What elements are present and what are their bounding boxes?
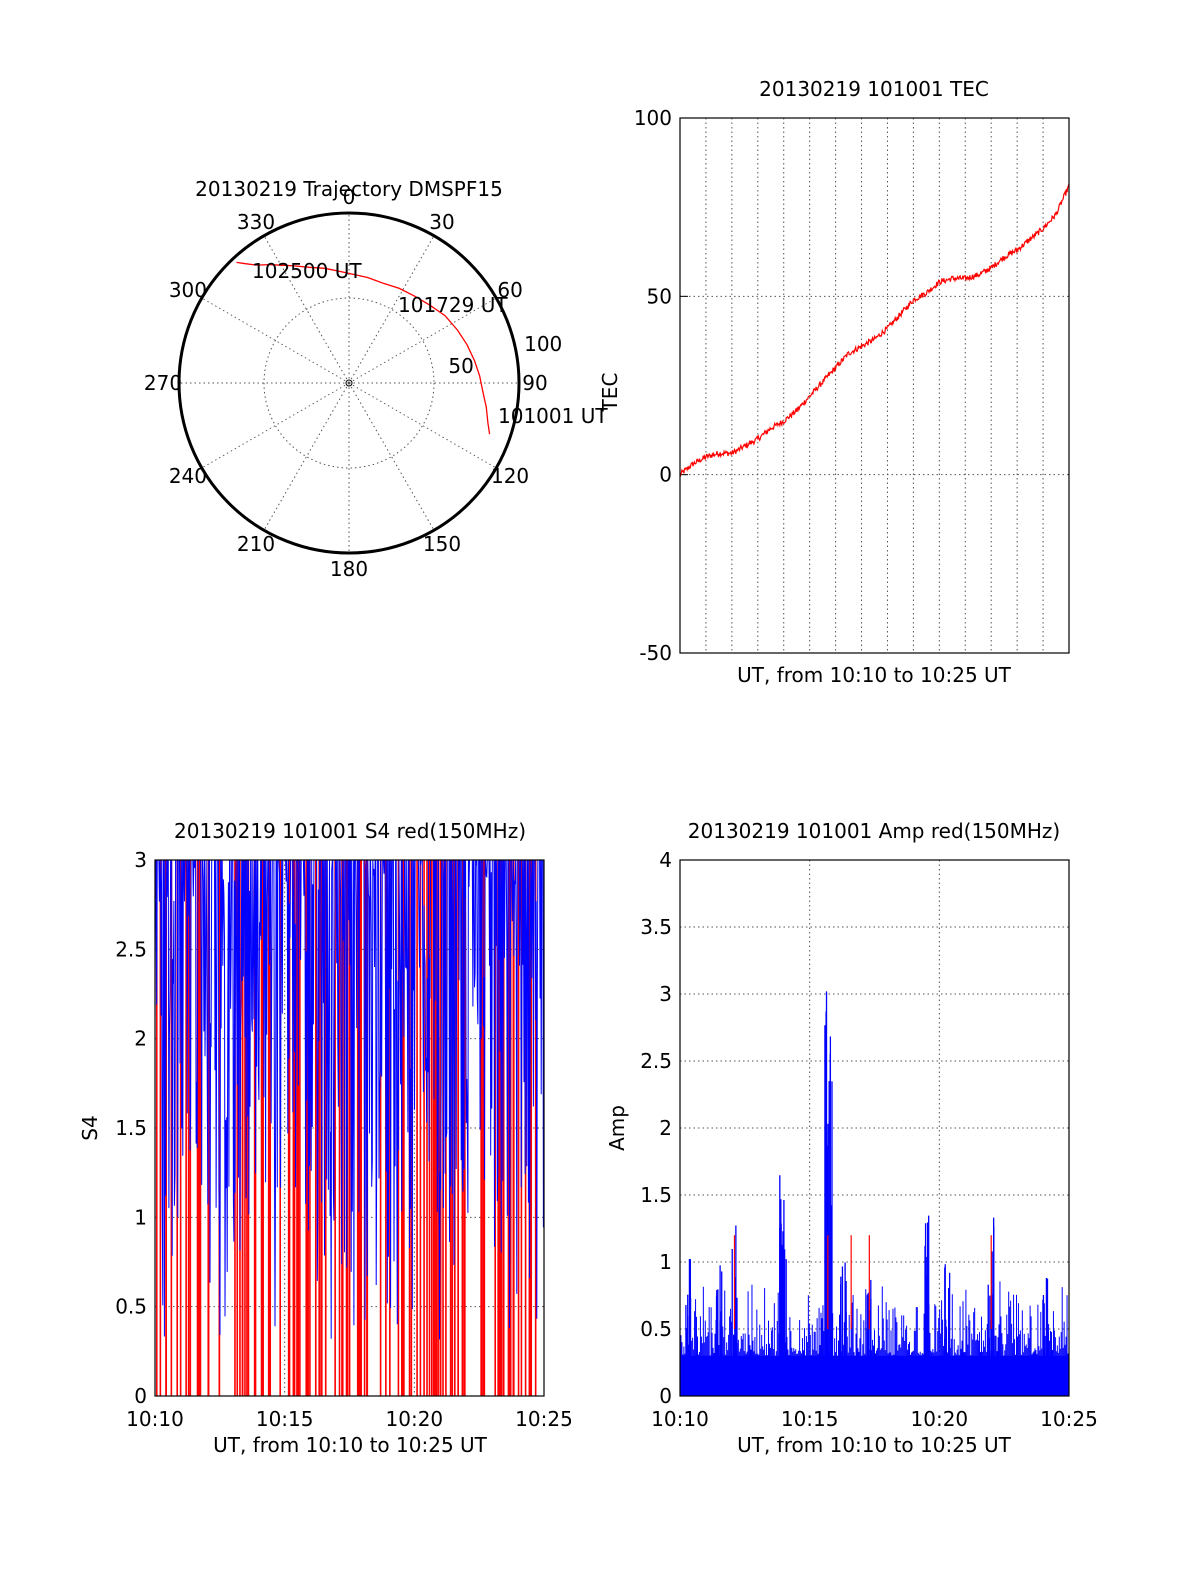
s4-ytick-3: 3 xyxy=(134,848,147,872)
s4-xtick-1010: 10:10 xyxy=(126,1407,184,1431)
azimuth-label-150: 150 xyxy=(423,532,461,556)
annotation-start-time: 101001 UT xyxy=(498,404,608,428)
azimuth-label-60: 60 xyxy=(497,278,522,302)
tec-title: 20130219 101001 TEC xyxy=(759,77,989,101)
amp-xtick-1010: 10:10 xyxy=(651,1407,709,1431)
azimuth-label-300: 300 xyxy=(169,278,207,302)
annotation-end-time: 102500 UT xyxy=(252,259,362,283)
polar-spoke xyxy=(263,235,350,384)
polar-radius-labels: 50 100 xyxy=(448,332,562,378)
amp-frame xyxy=(679,859,1070,1397)
amp-x-label: UT, from 10:10 to 10:25 UT xyxy=(737,1433,1012,1457)
amp-xtick-1015: 10:15 xyxy=(781,1407,839,1431)
s4-ytick-1: 1 xyxy=(134,1205,147,1229)
polar-spoke xyxy=(201,297,350,384)
azimuth-label-240: 240 xyxy=(169,464,207,488)
trajectory-title: 20130219 Trajectory DMSPF15 xyxy=(195,177,503,201)
amp-y-label: Amp xyxy=(605,1105,629,1151)
amp-ytick-1.5: 1.5 xyxy=(640,1183,672,1207)
polar-spoke xyxy=(263,382,350,531)
azimuth-label-270: 270 xyxy=(144,371,182,395)
amp-ytick-2: 2 xyxy=(659,1116,672,1140)
azimuth-label-330: 330 xyxy=(237,210,275,234)
s4-x-label: UT, from 10:10 to 10:25 UT xyxy=(213,1433,488,1457)
s4-xtick-1020: 10:20 xyxy=(386,1407,444,1431)
s4-plot: 20130219 101001 S4 red(150MHz) 3 2.5 2 1.5 1… xyxy=(78,819,573,1457)
s4-x-ticks: 10:10 10:15 10:20 10:25 xyxy=(126,1407,573,1431)
amp-ytick-3: 3 xyxy=(659,982,672,1006)
tec-x-label: UT, from 10:10 to 10:25 UT xyxy=(737,663,1012,687)
polar-ring-50 xyxy=(263,297,435,469)
s4-ytick-0.5: 0.5 xyxy=(115,1295,147,1319)
azimuth-label-180: 180 xyxy=(330,557,368,581)
tec-grid xyxy=(680,118,1069,653)
tec-ytick-0: 0 xyxy=(659,463,672,487)
polar-grid xyxy=(177,211,521,555)
amp-ytick-0.5: 0.5 xyxy=(640,1317,672,1341)
s4-xtick-1015: 10:15 xyxy=(256,1407,314,1431)
s4-xtick-1025: 10:25 xyxy=(515,1407,573,1431)
azimuth-label-210: 210 xyxy=(237,532,275,556)
tec-ytick-100: 100 xyxy=(634,106,672,130)
tec-line-path xyxy=(679,183,1070,477)
amp-y-ticks: 4 3.5 3 2.5 2 1.5 1 0.5 0 xyxy=(640,848,672,1408)
polar-azimuth-labels: 0 30 60 90 120 150 180 210 240 270 300 330 xyxy=(144,185,548,581)
polar-spoke xyxy=(348,382,497,469)
amp-bars xyxy=(679,991,1069,1396)
azimuth-label-30: 30 xyxy=(429,210,454,234)
s4-y-ticks: 3 2.5 2 1.5 1 0.5 0 xyxy=(115,848,147,1408)
s4-bars xyxy=(154,859,545,1396)
tec-y-label: TEC xyxy=(598,373,622,413)
s4-ytick-2.5: 2.5 xyxy=(115,937,147,961)
trajectory-path xyxy=(236,261,491,435)
polar-spoke xyxy=(348,235,435,384)
amp-ytick-0: 0 xyxy=(659,1384,672,1408)
trajectory-track xyxy=(236,261,491,435)
amp-title: 20130219 101001 Amp red(150MHz) xyxy=(688,819,1060,843)
s4-ytick-1.5: 1.5 xyxy=(115,1116,147,1140)
tec-series-line xyxy=(679,183,1070,477)
amp-ytick-1: 1 xyxy=(659,1250,672,1274)
amp-xtick-1020: 10:20 xyxy=(911,1407,969,1431)
azimuth-label-90: 90 xyxy=(522,371,547,395)
amp-ytick-3.5: 3.5 xyxy=(640,915,672,939)
s4-frame xyxy=(154,859,545,1397)
amp-plot: 20130219 101001 Amp red(150MHz) 4 3.5 3 2.5… xyxy=(605,819,1098,1457)
radius-label-50: 50 xyxy=(448,354,473,378)
amp-grid xyxy=(680,860,1069,1396)
s4-title: 20130219 101001 S4 red(150MHz) xyxy=(174,819,526,843)
s4-ytick-0: 0 xyxy=(134,1384,147,1408)
tec-plot: 20130219 101001 TEC 100 50 0 -50 UT, from 1… xyxy=(598,77,1070,687)
trajectory-polar-plot: 20130219 Trajectory DMSPF15 0 30 60 90 120 15… xyxy=(144,177,608,581)
polar-center xyxy=(345,379,353,387)
amp-x-ticks: 10:10 10:15 10:20 10:25 xyxy=(651,1407,1098,1431)
azimuth-label-120: 120 xyxy=(491,464,529,488)
annotation-mid-time: 101729 UT xyxy=(398,293,508,317)
amp-ytick-4: 4 xyxy=(659,848,672,872)
amp-ytick-2.5: 2.5 xyxy=(640,1049,672,1073)
s4-ytick-2: 2 xyxy=(134,1027,147,1051)
amp-xtick-1025: 10:25 xyxy=(1040,1407,1098,1431)
polar-spoke xyxy=(201,382,350,469)
tec-frame xyxy=(679,117,1070,654)
tec-y-ticks: 100 50 0 -50 xyxy=(634,106,688,665)
polar-outer-ring xyxy=(177,211,521,555)
polar-spoke xyxy=(348,297,497,384)
tec-ytick--50: -50 xyxy=(639,641,672,665)
azimuth-label-0: 0 xyxy=(343,185,356,209)
radius-label-100: 100 xyxy=(524,332,562,356)
tec-ytick-50: 50 xyxy=(647,284,672,308)
s4-y-label: S4 xyxy=(78,1115,102,1140)
polar-spoke xyxy=(348,382,435,531)
